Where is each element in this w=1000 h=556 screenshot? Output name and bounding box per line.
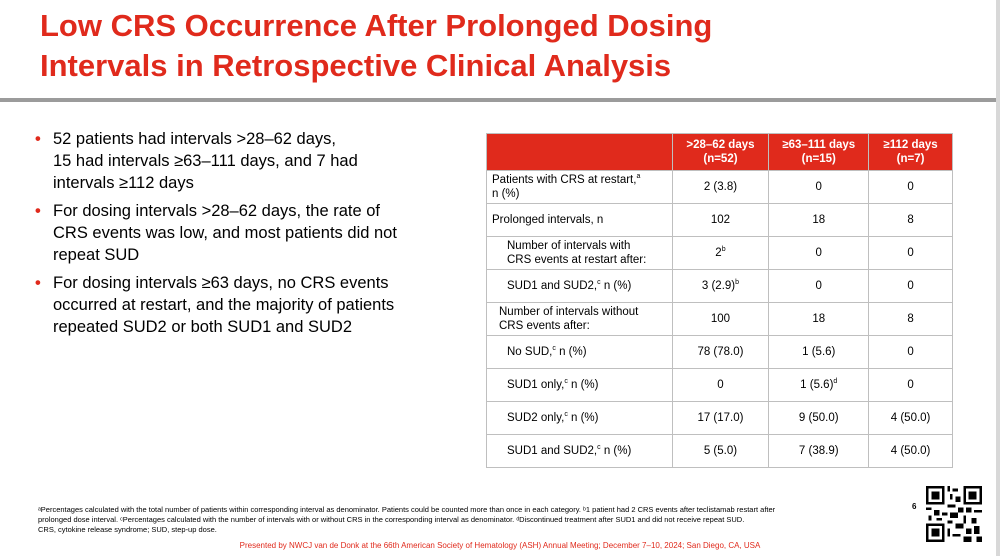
bullet-item: • For dosing intervals >28–62 days, the …	[35, 200, 455, 266]
title-line-1: Low CRS Occurrence After Prolonged Dosin…	[40, 8, 713, 43]
table-cell: 78 (78.0)	[671, 335, 770, 369]
bullet-line: occurred at restart, and the majority of…	[53, 296, 395, 314]
table-cell: 0	[868, 368, 953, 402]
footnote-line: CRS, cytokine release syndrome; SUD, ste…	[38, 525, 217, 534]
bullet-list: • 52 patients had intervals >28–62 days,…	[35, 128, 455, 344]
table-cell: 9 (50.0)	[768, 401, 870, 435]
bullet-line: 15 had intervals ≥63–111 days, and 7 had	[53, 152, 358, 170]
bullet-line: repeat SUD	[53, 246, 140, 264]
table-cell: 2b	[671, 236, 770, 270]
table-row: SUD2 only,c n (%) 17 (17.0) 9 (50.0) 4 (…	[486, 401, 953, 435]
row-label: SUD1 only,c n (%)	[486, 368, 673, 402]
title-line-2: Intervals in Retrospective Clinical Anal…	[40, 48, 672, 83]
table-cell: 0	[768, 170, 870, 204]
footnotes: ᵃPercentages calculated with the total n…	[38, 505, 888, 535]
table-cell: 0	[868, 236, 953, 270]
table-row: No SUD,c n (%) 78 (78.0) 1 (5.6) 0	[486, 335, 953, 369]
header-interval-63-111: ≥63–111 days (n=15)	[768, 133, 870, 171]
table-cell: 2 (3.8)	[671, 170, 770, 204]
table-row: Number of intervals without CRS events af…	[486, 302, 953, 336]
table-cell: 18	[768, 302, 870, 336]
slide-title: Low CRS Occurrence After Prolonged Dosin…	[40, 6, 970, 86]
table-cell: 1 (5.6)d	[768, 368, 870, 402]
table-cell: 0	[868, 335, 953, 369]
table-cell: 0	[768, 236, 870, 270]
table-cell: 100	[671, 302, 770, 336]
header-blank-cell	[486, 133, 673, 171]
table-row: SUD1 and SUD2,c n (%) 5 (5.0) 7 (38.9) 4…	[486, 434, 953, 468]
table-cell: 4 (50.0)	[868, 434, 953, 468]
table-cell: 17 (17.0)	[671, 401, 770, 435]
table-header-row: >28–62 days (n=52) ≥63–111 days (n=15) ≥11…	[486, 133, 953, 171]
table-cell: 1 (5.6)	[768, 335, 870, 369]
bullet-line: For dosing intervals >28–62 days, the ra…	[53, 202, 380, 220]
table-cell: 4 (50.0)	[868, 401, 953, 435]
qr-code-icon	[926, 486, 982, 542]
table-cell: 102	[671, 203, 770, 237]
table-row: Patients with CRS at restart,a n (%) 2 (3…	[486, 170, 953, 204]
table-cell: 8	[868, 302, 953, 336]
row-label: Number of intervals without CRS events af…	[486, 302, 673, 336]
presenter-credit: Presented by NWCJ van de Donk at the 66t…	[239, 541, 761, 550]
row-label: Patients with CRS at restart,a n (%)	[486, 170, 673, 204]
title-divider	[0, 98, 1000, 102]
bullet-dot-icon: •	[35, 202, 41, 220]
table-row: Number of intervals with CRS events at re…	[486, 236, 953, 270]
bullet-dot-icon: •	[35, 130, 41, 148]
header-interval-112: ≥112 days (n=7)	[868, 133, 953, 171]
table-row: SUD1 and SUD2,c n (%) 3 (2.9)b 0 0	[486, 269, 953, 303]
bullet-item: • 52 patients had intervals >28–62 days,…	[35, 128, 455, 194]
row-label: Number of intervals with CRS events at re…	[486, 236, 673, 270]
bullet-line: CRS events was low, and most patients di…	[53, 224, 397, 242]
table-row: SUD1 only,c n (%) 0 1 (5.6)d 0	[486, 368, 953, 402]
bullet-line: For dosing intervals ≥63 days, no CRS ev…	[53, 274, 389, 292]
bullet-line: intervals ≥112 days	[53, 174, 194, 192]
header-interval-28-62: >28–62 days (n=52)	[671, 133, 770, 171]
window-edge	[996, 0, 1000, 556]
results-table: >28–62 days (n=52) ≥63–111 days (n=15) ≥11…	[486, 133, 953, 468]
table-cell: 18	[768, 203, 870, 237]
table-cell: 8	[868, 203, 953, 237]
table-cell: 7 (38.9)	[768, 434, 870, 468]
bullet-line: 52 patients had intervals >28–62 days,	[53, 130, 336, 148]
table-cell: 5 (5.0)	[671, 434, 770, 468]
footnote-line: ᵃPercentages calculated with the total n…	[38, 505, 776, 514]
bullet-line: repeated SUD2 or both SUD1 and SUD2	[53, 318, 352, 336]
table-cell: 0	[671, 368, 770, 402]
bullet-item: • For dosing intervals ≥63 days, no CRS …	[35, 272, 455, 338]
footnote-line: prolonged dose interval. ᶜPercentages ca…	[38, 515, 745, 524]
table-cell: 3 (2.9)b	[671, 269, 770, 303]
row-label: SUD1 and SUD2,c n (%)	[486, 434, 673, 468]
table-cell: 0	[768, 269, 870, 303]
table-cell: 0	[868, 170, 953, 204]
row-label: SUD2 only,c n (%)	[486, 401, 673, 435]
row-label: No SUD,c n (%)	[486, 335, 673, 369]
row-label: SUD1 and SUD2,c n (%)	[486, 269, 673, 303]
table-cell: 0	[868, 269, 953, 303]
table-row: Prolonged intervals, n 102 18 8	[486, 203, 953, 237]
bullet-dot-icon: •	[35, 274, 41, 292]
row-label: Prolonged intervals, n	[486, 203, 673, 237]
page-number: 6	[912, 502, 917, 511]
